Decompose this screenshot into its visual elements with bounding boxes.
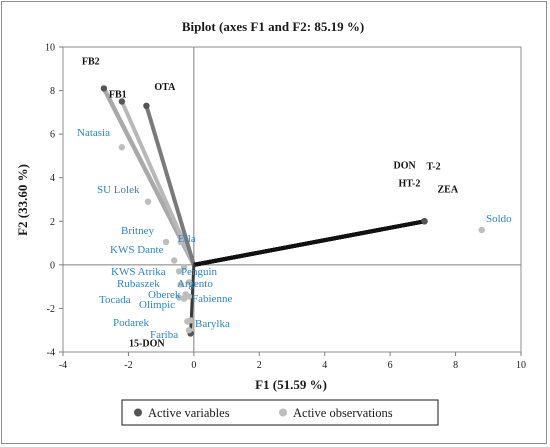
y-axis-label: F2 (33.60 %)	[15, 164, 30, 236]
observation-label: Soldo	[486, 213, 512, 225]
observation-label: KWS Dante	[110, 244, 164, 256]
observation-label: Ella	[178, 233, 196, 245]
observation-point	[177, 281, 184, 288]
observation-label: Tocada	[99, 294, 131, 306]
observation-label: Fariba	[150, 329, 178, 341]
y-tick-label: 2	[50, 217, 55, 228]
y-tick-label: 0	[50, 260, 55, 271]
observation-label: Natasia	[77, 127, 110, 139]
variable-label: ZEA	[437, 184, 458, 195]
observation-point	[175, 294, 183, 301]
legend-label-variables: Active variables	[148, 406, 230, 420]
point-labels: FB2 FB1 OTA DON T-2 HT-2 ZEA 15-DON Soldo Natasia…	[77, 56, 512, 349]
observation-point	[180, 263, 188, 271]
variable-point	[143, 102, 150, 110]
observation-point	[185, 279, 193, 286]
y-tick-label: -4	[47, 348, 55, 359]
x-tick-label: 4	[322, 360, 327, 371]
observation-point	[177, 238, 184, 246]
observation-point	[144, 198, 152, 205]
x-tick-label: 0	[191, 360, 196, 371]
observation-label: Podarek	[113, 317, 150, 329]
variable-vector	[144, 105, 196, 266]
observation-label: KWS Atrika	[111, 266, 166, 278]
variable-label: 15-DON	[129, 338, 165, 349]
variable-label: OTA	[154, 82, 176, 93]
legend-label-observations: Active observations	[293, 406, 393, 420]
y-tick-label: 10	[45, 43, 55, 54]
x-tick-label: 10	[516, 360, 526, 371]
x-tick-label: 6	[388, 360, 393, 371]
observation-label: Fabienne	[192, 293, 232, 305]
x-tick-label: -4	[59, 360, 67, 371]
x-axis-label: F1 (51.59 %)	[255, 377, 327, 392]
observation-point	[185, 293, 193, 300]
variable-vectors	[100, 85, 428, 337]
legend-marker-variables	[134, 408, 142, 417]
observation-point	[180, 295, 188, 302]
y-tick-label: 4	[50, 173, 55, 184]
axes-group: -4 -2 0 2 4 6 8 10 -4 -2 0 2 4 6 8 10	[45, 43, 526, 372]
observation-point	[478, 226, 485, 234]
legend-marker-observations	[279, 408, 287, 417]
y-tick-label: 6	[50, 130, 55, 141]
observation-label: SU Lolek	[97, 184, 140, 196]
observation-label: Rubaszek	[117, 278, 160, 290]
x-tick-label: -2	[124, 360, 132, 371]
variable-vector	[193, 219, 425, 267]
variable-point	[421, 218, 428, 225]
variable-label: DON	[393, 160, 416, 171]
observation-label: Argento	[177, 278, 213, 290]
variable-vector	[120, 100, 196, 266]
y-tick-label: -2	[47, 304, 55, 315]
observation-label: Barylka	[195, 318, 230, 330]
observation-label: Penguin	[181, 266, 218, 278]
observation-label: Olimpic	[139, 299, 175, 311]
observation-point	[187, 317, 194, 324]
observation-point	[175, 268, 183, 275]
x-tick-label: 8	[453, 360, 458, 371]
plot-area	[62, 46, 522, 353]
variable-label: FB1	[109, 89, 127, 100]
observation-point	[171, 257, 178, 264]
variable-point	[118, 98, 126, 105]
variable-label: FB2	[82, 56, 100, 67]
y-tick-label: 8	[50, 86, 55, 97]
observation-points	[118, 144, 485, 334]
observation-point	[118, 144, 126, 151]
chart-title: Biplot (axes F1 and F2: 85.19 %)	[182, 19, 364, 34]
variable-point	[100, 85, 108, 92]
x-tick-label: 2	[257, 360, 262, 371]
observation-label: Britney	[121, 225, 154, 237]
observation-point	[162, 238, 170, 246]
legend: Active variables Active observations	[121, 399, 439, 426]
observation-label: Oberek	[148, 289, 181, 301]
variable-label: T-2	[426, 161, 440, 172]
variable-label: HT-2	[398, 178, 420, 189]
observation-point	[185, 327, 193, 334]
